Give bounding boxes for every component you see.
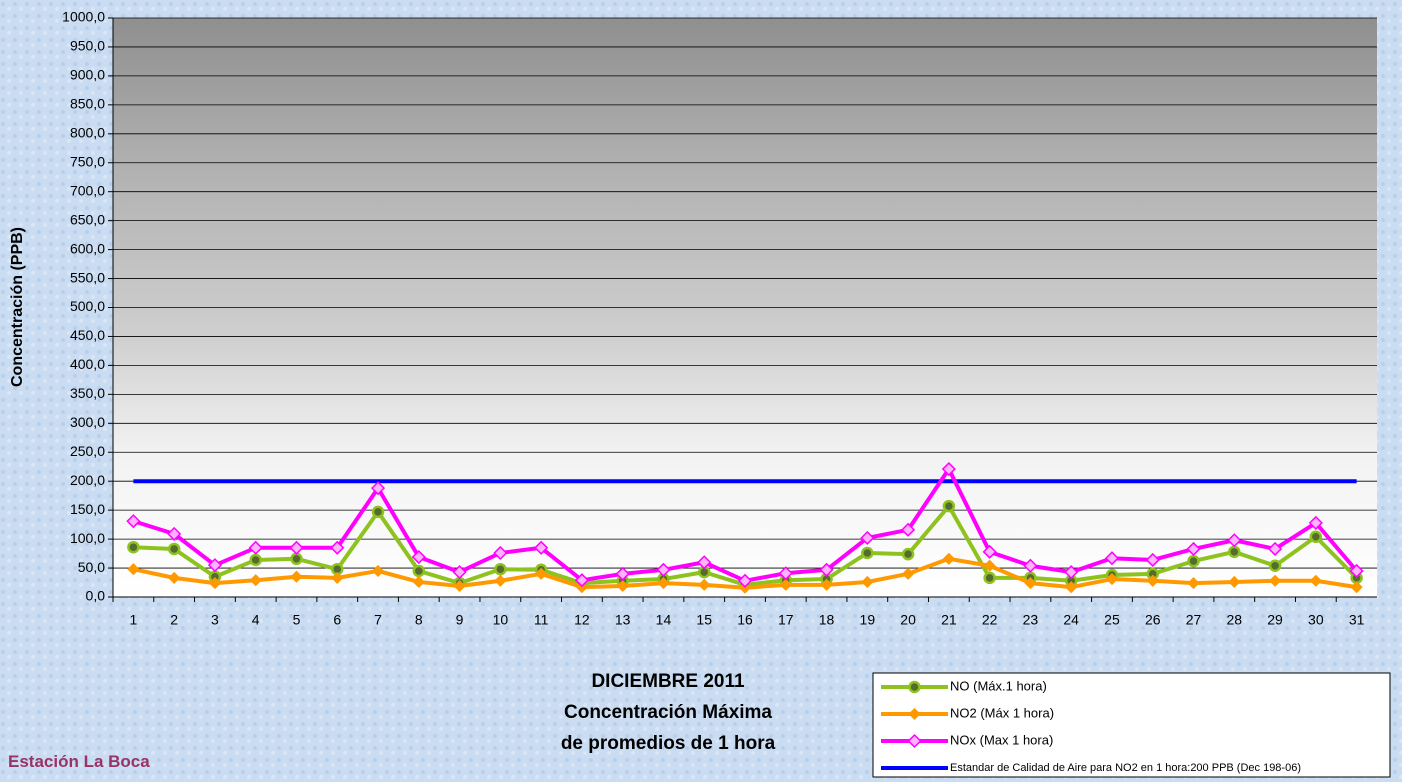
x-tick-label: 26 [1145,612,1161,628]
data-point [985,573,995,583]
x-tick-label: 21 [941,612,957,628]
station-name: Estación La Boca [8,752,150,771]
y-tick-label: 250,0 [70,443,105,459]
data-point [862,548,872,558]
chart-title: de promedios de 1 hora [561,733,776,754]
y-tick-label: 750,0 [70,153,105,169]
data-point [128,542,138,552]
x-tick-label: 15 [696,612,712,628]
data-point [291,554,301,564]
y-tick-label: 450,0 [70,327,105,343]
data-point [251,555,261,565]
y-tick-label: 100,0 [70,530,105,546]
y-tick-label: 950,0 [70,38,105,54]
data-point [169,544,179,554]
data-point [414,566,424,576]
y-tick-label: 1000,0 [62,9,105,25]
x-tick-label: 22 [982,612,998,628]
data-point [944,501,954,511]
x-tick-label: 13 [615,612,631,628]
chart-title: Concentración Máxima [564,702,772,723]
x-tick-label: 20 [900,612,916,628]
x-tick-label: 2 [170,612,178,628]
chart-title: DICIEMBRE 2011 [591,671,745,692]
y-axis-label: Concentración (PPB) [9,227,26,387]
legend-label: NO (Máx.1 hora) [950,678,1047,693]
x-tick-label: 17 [778,612,794,628]
y-tick-label: 900,0 [70,67,105,83]
y-tick-label: 850,0 [70,96,105,112]
y-tick-label: 550,0 [70,269,105,285]
legend-label: NOx (Max 1 hora) [950,732,1053,747]
x-tick-label: 29 [1267,612,1283,628]
x-tick-label: 7 [374,612,382,628]
data-point [495,564,505,574]
y-tick-label: 150,0 [70,501,105,517]
data-point [1270,561,1280,571]
y-tick-label: 800,0 [70,125,105,141]
y-tick-label: 200,0 [70,472,105,488]
page: Concentración (PPB) DICIEMBRE 2011 Conce… [0,0,1402,782]
data-point [903,549,913,559]
x-tick-label: 8 [415,612,423,628]
x-tick-label: 18 [819,612,835,628]
y-tick-label: 500,0 [70,298,105,314]
y-tick-label: 400,0 [70,356,105,372]
x-tick-label: 5 [293,612,301,628]
y-tick-label: 700,0 [70,182,105,198]
x-tick-label: 23 [1023,612,1039,628]
y-tick-label: 600,0 [70,240,105,256]
y-tick-label: 50,0 [78,559,105,575]
data-point [373,507,383,517]
x-tick-label: 12 [574,612,590,628]
x-tick-label: 11 [534,612,549,628]
data-point [1189,556,1199,566]
y-tick-label: 300,0 [70,414,105,430]
x-tick-label: 9 [456,612,464,628]
y-tick-label: 650,0 [70,211,105,227]
legend-label: Estandar de Calidad de Aire para NO2 en … [950,762,1301,774]
x-tick-label: 10 [493,612,509,628]
x-tick-label: 28 [1227,612,1243,628]
x-tick-label: 19 [860,612,876,628]
legend-marker [910,682,920,692]
x-tick-label: 14 [656,612,672,628]
data-point [1311,532,1321,542]
x-tick-label: 31 [1349,612,1365,628]
chart: Concentración (PPB) DICIEMBRE 2011 Conce… [0,0,1402,782]
x-tick-label: 30 [1308,612,1324,628]
x-tick-label: 3 [211,612,219,628]
x-tick-label: 25 [1104,612,1120,628]
x-tick-label: 27 [1186,612,1202,628]
legend-label: NO2 (Máx 1 hora) [950,705,1054,720]
x-tick-label: 16 [737,612,753,628]
x-tick-label: 1 [129,612,137,628]
y-tick-label: 0,0 [86,588,106,604]
x-tick-label: 4 [252,612,260,628]
data-point [1229,547,1239,557]
x-tick-label: 6 [333,612,341,628]
y-tick-label: 350,0 [70,385,105,401]
x-tick-label: 24 [1063,612,1079,628]
